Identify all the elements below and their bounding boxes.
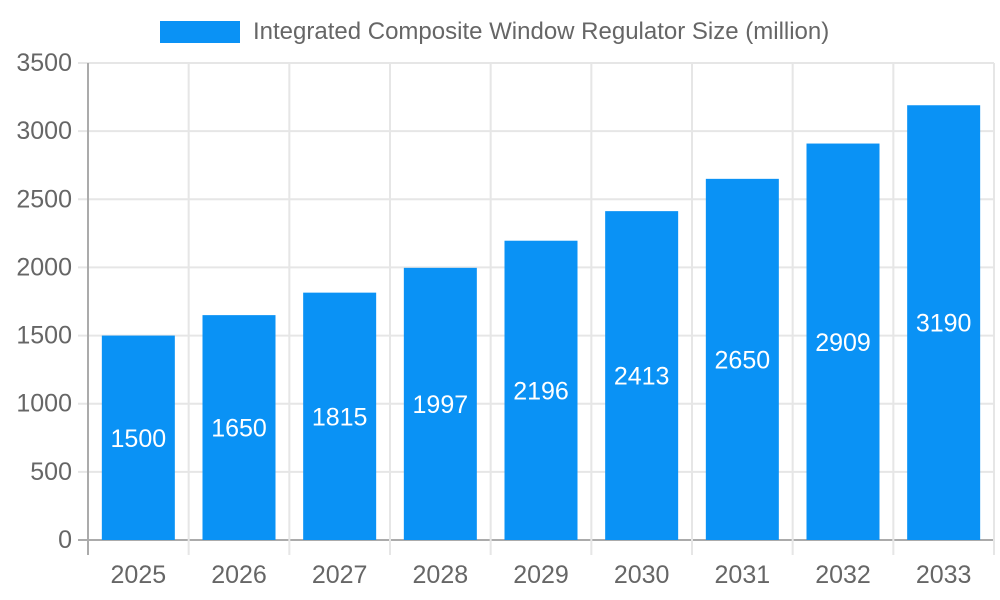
legend-item[interactable]: Integrated Composite Window Regulator Si…: [160, 18, 830, 45]
x-axis-label: 2032: [815, 561, 871, 589]
bar-value-label: 2413: [614, 363, 670, 391]
x-axis-label: 2025: [111, 561, 167, 589]
bar-value-label: 1997: [413, 391, 469, 419]
y-axis-label: 1500: [16, 322, 72, 350]
bar-value-label: 1500: [111, 425, 167, 453]
bar-value-label: 1815: [312, 403, 368, 431]
bar[interactable]: [101, 335, 175, 540]
legend: Integrated Composite Window Regulator Si…: [160, 18, 830, 45]
x-axis-label: 2028: [413, 561, 469, 589]
bar-value-label: 1650: [211, 415, 267, 443]
x-axis-label: 2030: [614, 561, 670, 589]
x-axis-label: 2033: [916, 561, 972, 589]
legend-swatch: [160, 21, 240, 43]
legend-label: Integrated Composite Window Regulator Si…: [253, 18, 830, 45]
y-axis-label: 0: [58, 526, 72, 554]
bar[interactable]: [504, 240, 578, 541]
bar[interactable]: [907, 105, 981, 541]
bar-value-label: 2650: [715, 346, 771, 374]
y-axis-label: 3500: [16, 49, 72, 77]
bar[interactable]: [605, 211, 679, 540]
y-axis-label: 1000: [16, 390, 72, 418]
y-axis-label: 2000: [16, 253, 72, 281]
x-axis-label: 2027: [312, 561, 368, 589]
y-axis-label: 500: [30, 458, 72, 486]
x-axis-label: 2031: [715, 561, 771, 589]
y-axis-label: 3000: [16, 117, 72, 145]
x-axis-label: 2026: [211, 561, 267, 589]
bar[interactable]: [705, 178, 779, 541]
bar-value-label: 3190: [916, 310, 972, 338]
bar[interactable]: [202, 315, 276, 540]
bar[interactable]: [403, 267, 477, 540]
bar[interactable]: [303, 292, 377, 540]
bar-value-label: 2196: [513, 377, 569, 405]
y-axis-label: 2500: [16, 185, 72, 213]
bar[interactable]: [806, 143, 880, 540]
x-axis-label: 2029: [513, 561, 569, 589]
bar-value-label: 2909: [815, 329, 871, 357]
